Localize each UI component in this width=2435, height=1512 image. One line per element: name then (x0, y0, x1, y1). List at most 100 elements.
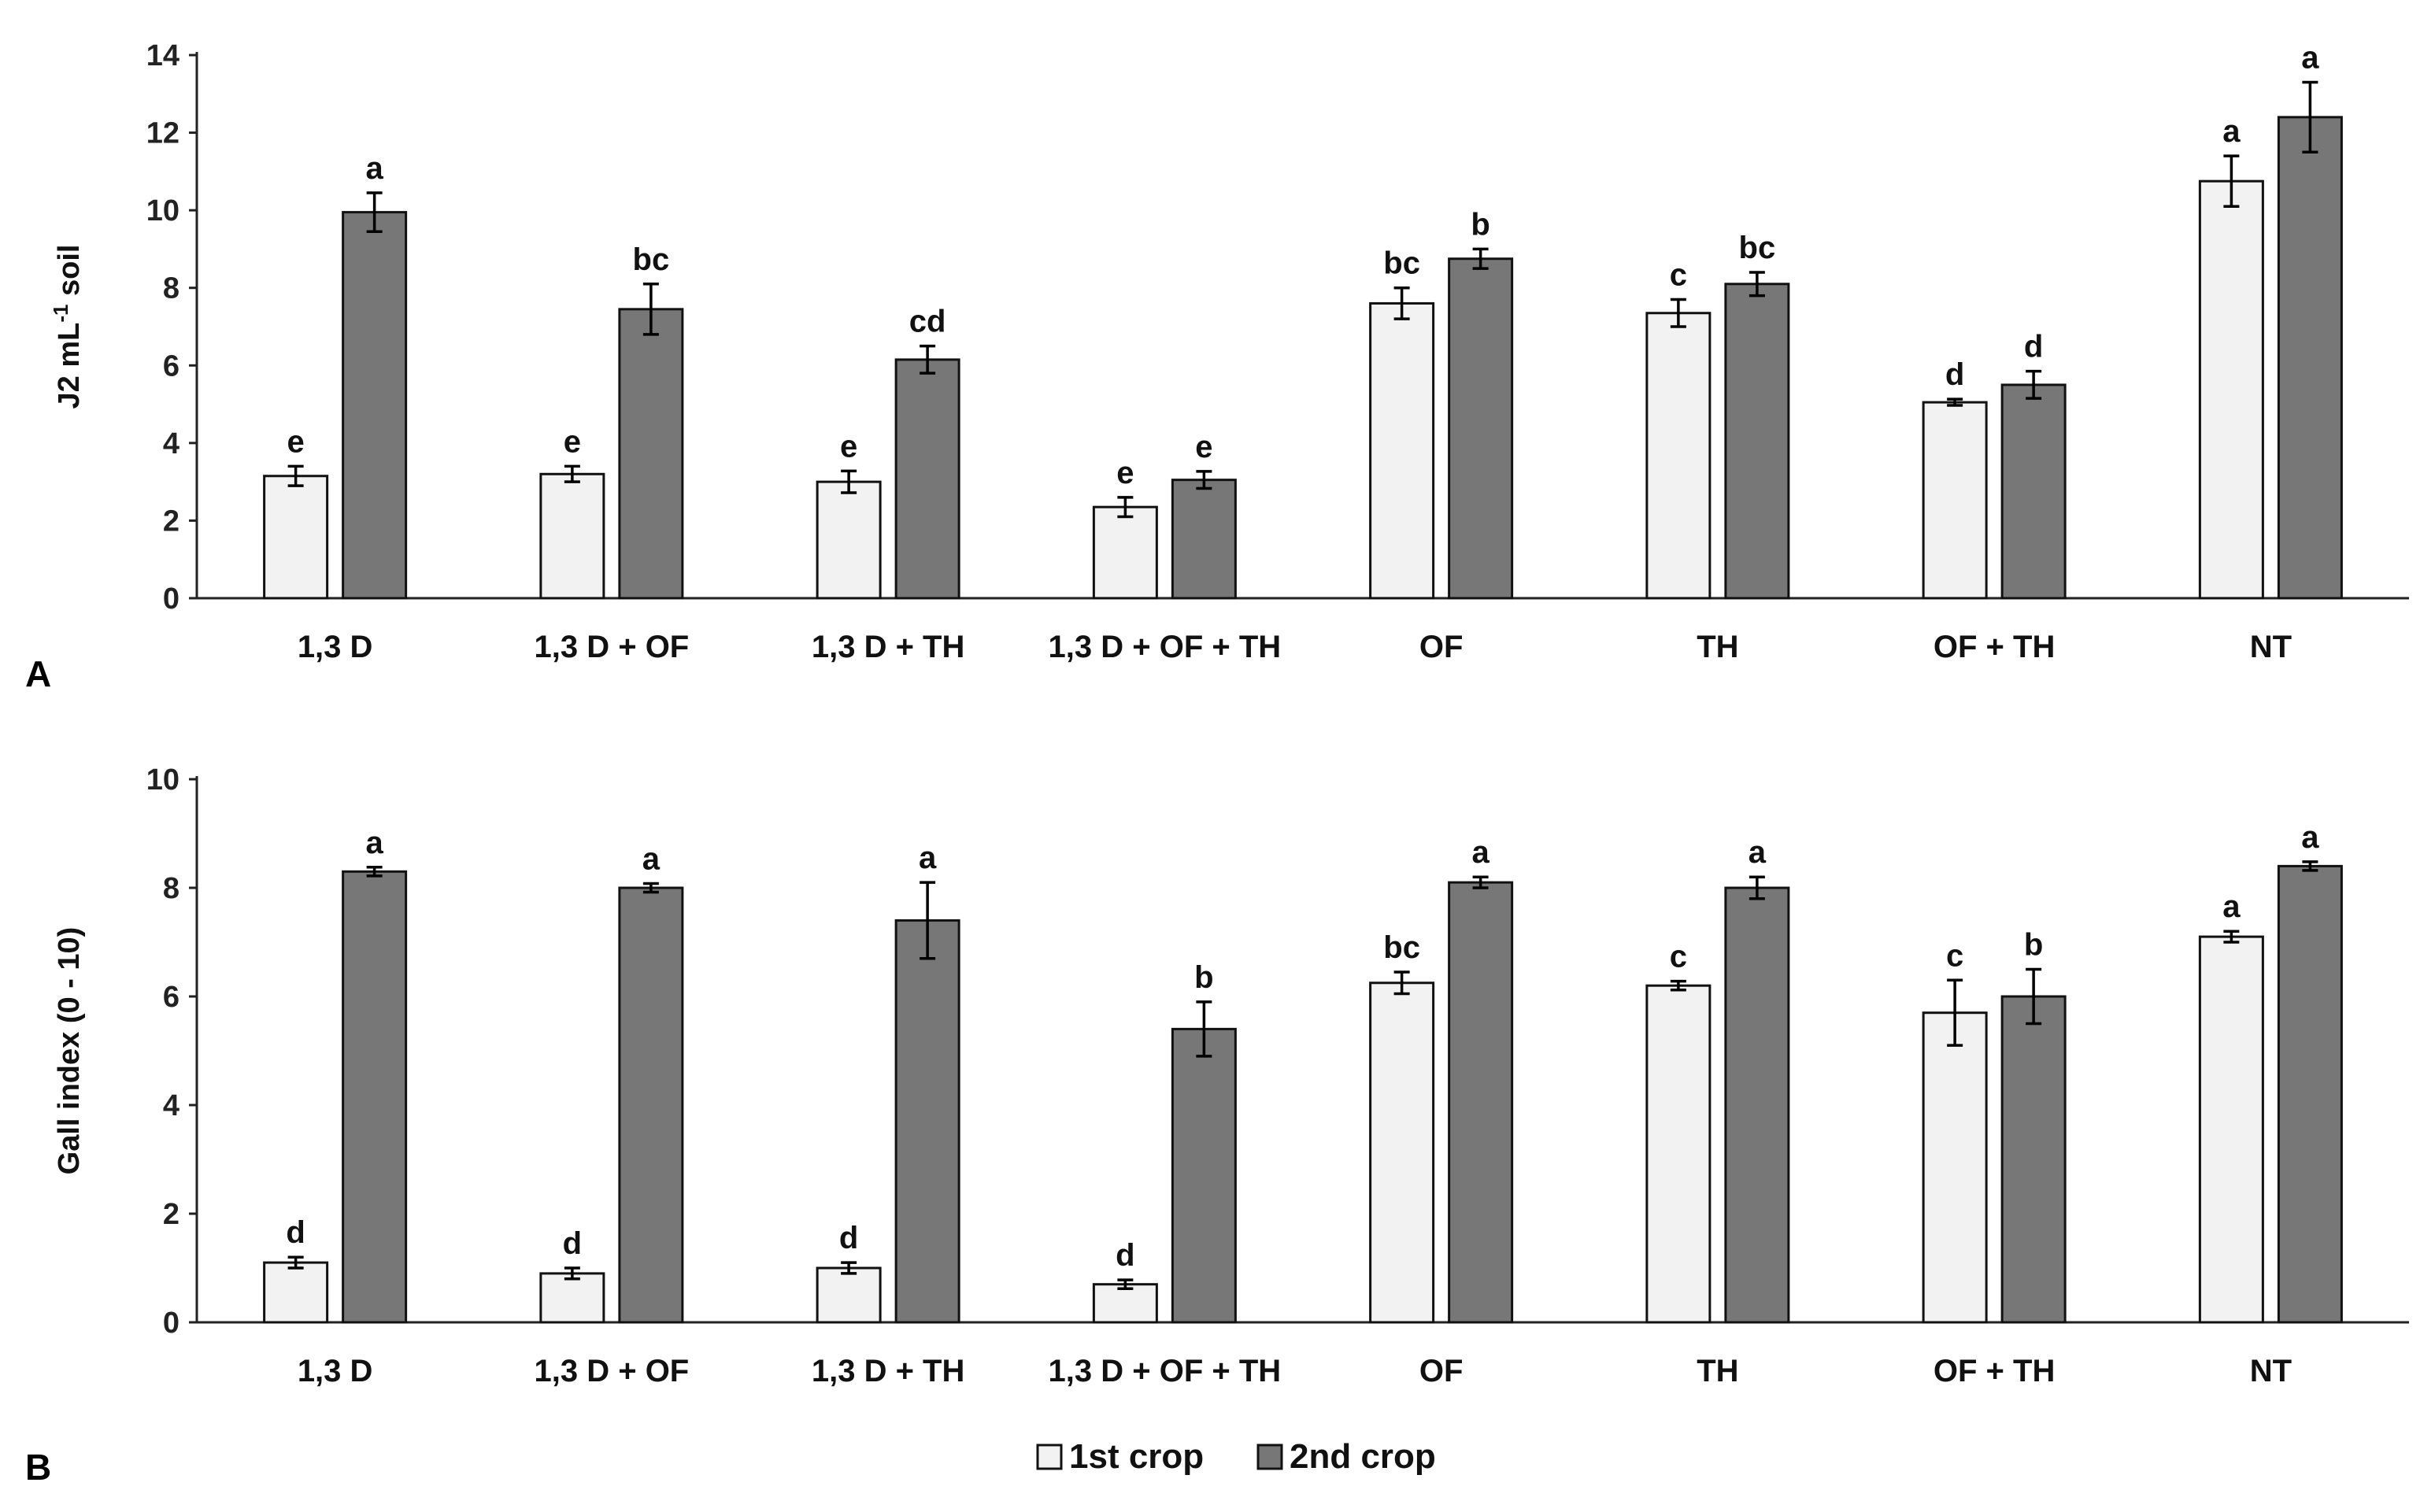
category-label: OF (1419, 1354, 1464, 1388)
significance-letter: d (1945, 357, 1964, 392)
significance-letter: e (840, 429, 857, 464)
significance-letter: bc (633, 242, 670, 277)
bar-2nd-crop (2277, 864, 2343, 1324)
y-tick-label: 6 (163, 981, 179, 1014)
category-label: 1,3 D + TH (812, 630, 965, 664)
bar-2nd-crop (1448, 881, 1514, 1324)
significance-letter: bc (1739, 231, 1776, 265)
bar-2nd-crop (894, 919, 960, 1324)
bar-1st-crop (2198, 935, 2264, 1324)
bar-2nd-crop (618, 886, 684, 1324)
panel-b-chart: 0 2 4 6 8 10 Gall index (0 - 10) d a 1,3 D d a 1,3 D… (25, 763, 2409, 1488)
significance-letter: d (563, 1226, 582, 1261)
significance-letter: a (366, 151, 384, 186)
significance-letter: b (1194, 960, 1213, 995)
y-tick-label: 12 (146, 117, 179, 150)
bar-2nd-crop (342, 211, 408, 600)
significance-letter: e (287, 424, 305, 459)
category-label: NT (2250, 1354, 2292, 1388)
category-label: TH (1697, 1354, 1738, 1388)
significance-letter: bc (1383, 246, 1420, 281)
bar-1st-crop (1645, 312, 1712, 600)
significance-letter: a (919, 841, 937, 875)
category-label: 1,3 D (298, 1354, 373, 1388)
legend-swatch-2 (1256, 1444, 1283, 1470)
significance-letter: a (2301, 820, 2319, 855)
category-label: 1,3 D (298, 630, 373, 664)
significance-letter: a (2301, 41, 2319, 76)
bar-2nd-crop (618, 308, 684, 600)
legend-swatch-1 (1036, 1444, 1063, 1470)
bar-1st-crop (539, 1272, 605, 1324)
significance-letter: a (1749, 835, 1767, 870)
significance-letter: a (2222, 889, 2241, 924)
y-tick-label: 6 (163, 349, 179, 383)
y-tick-label: 0 (163, 1307, 179, 1340)
bar-1st-crop (263, 475, 329, 600)
category-label: NT (2250, 630, 2292, 664)
significance-letter: c (1670, 940, 1687, 974)
significance-letter: c (1670, 258, 1687, 293)
bar-1st-crop (539, 472, 605, 600)
bar-1st-crop (1092, 505, 1158, 600)
significance-letter: c (1946, 938, 1963, 973)
bar-2nd-crop (1171, 479, 1237, 600)
significance-letter: d (286, 1215, 305, 1250)
y-axis-title: Gall index (0 - 10) (53, 927, 86, 1175)
legend: 1st crop 2nd crop (1036, 1437, 1436, 1476)
category-label: 1,3 D + OF + TH (1049, 1354, 1282, 1388)
bar-1st-crop (1369, 301, 1435, 600)
category-label: OF + TH (1934, 1354, 2055, 1388)
bar-1st-crop (1092, 1283, 1158, 1324)
bar-2nd-crop (342, 870, 408, 1324)
significance-letter: a (1472, 835, 1490, 870)
bar-1st-crop (263, 1261, 329, 1324)
legend-label: 2nd crop (1290, 1437, 1436, 1476)
bar-2nd-crop (1724, 886, 1790, 1324)
y-tick-label: 8 (163, 272, 179, 305)
significance-letter: d (2024, 330, 2043, 364)
y-tick-label: 14 (146, 39, 179, 72)
category-label: 1,3 D + OF (535, 1354, 690, 1388)
bar-2nd-crop (2277, 116, 2343, 600)
significance-letter: a (366, 826, 384, 860)
category-label: OF (1419, 630, 1464, 664)
significance-letter: d (1116, 1238, 1134, 1273)
y-axis-title: J2 mL-1 soil (49, 245, 86, 409)
y-tick-label: 2 (163, 505, 179, 538)
bar-1st-crop (1645, 984, 1712, 1324)
panel-letter: A (25, 653, 51, 694)
category-label: 1,3 D + TH (812, 1354, 965, 1388)
bar-2nd-crop (1448, 257, 1514, 600)
bar-1st-crop (2198, 179, 2264, 600)
panel-letter: B (25, 1447, 51, 1488)
bar-2nd-crop (894, 358, 960, 600)
category-label: TH (1697, 630, 1738, 664)
bar-2nd-crop (2000, 995, 2067, 1324)
y-tick-label: 10 (146, 194, 179, 227)
bar-1st-crop (816, 480, 882, 600)
legend-label: 1st crop (1069, 1437, 1204, 1476)
y-tick-label: 4 (163, 427, 179, 460)
significance-letter: b (2024, 928, 2043, 963)
bar-2nd-crop (2000, 383, 2067, 600)
bar-1st-crop (816, 1266, 882, 1324)
y-tick-label: 2 (163, 1198, 179, 1231)
significance-letter: a (2222, 114, 2241, 149)
y-tick-label: 10 (146, 763, 179, 797)
y-tick-label: 8 (163, 872, 179, 905)
category-label: OF + TH (1934, 630, 2055, 664)
significance-letter: a (642, 841, 661, 876)
significance-letter: e (1116, 456, 1134, 490)
y-tick-label: 0 (163, 582, 179, 616)
significance-letter: e (1195, 430, 1212, 464)
category-label: 1,3 D + OF + TH (1049, 630, 1282, 664)
bar-1st-crop (1922, 1011, 1988, 1324)
significance-letter: bc (1383, 930, 1420, 965)
category-label: 1,3 D + OF (535, 630, 690, 664)
bar-1st-crop (1369, 982, 1435, 1324)
significance-letter: b (1471, 207, 1489, 242)
bar-2nd-crop (1171, 1027, 1237, 1324)
